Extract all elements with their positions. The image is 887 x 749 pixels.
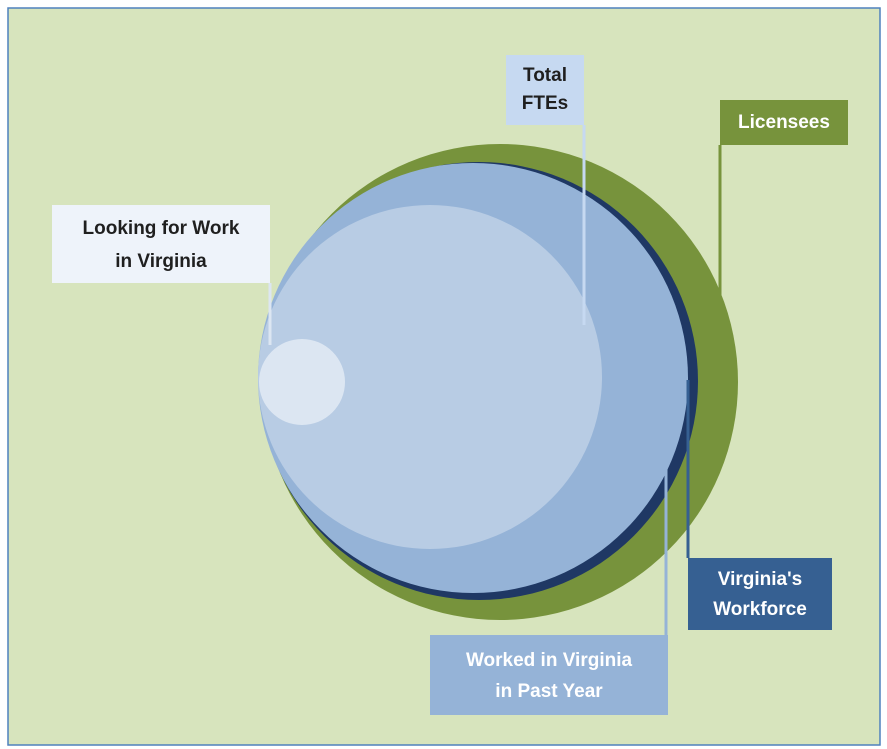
ftes-box xyxy=(506,55,584,125)
ftes-label: FTEs xyxy=(522,93,568,114)
workforce-label: Workforce xyxy=(713,599,807,620)
licensees-label: Licensees xyxy=(738,112,830,133)
looking-box xyxy=(52,205,270,283)
workforce-label: Virginia's xyxy=(718,569,802,590)
ftes-label: Total xyxy=(523,65,567,86)
worked-box xyxy=(430,635,668,715)
workforce-box xyxy=(688,558,832,630)
worked-label: in Past Year xyxy=(495,681,603,702)
worked-label: Worked in Virginia xyxy=(466,650,633,671)
looking-circle xyxy=(259,339,345,425)
licensees-box xyxy=(720,100,848,145)
looking-label: Looking for Work xyxy=(83,218,240,239)
ftes-circle xyxy=(258,205,602,549)
looking-label: in Virginia xyxy=(115,251,207,272)
